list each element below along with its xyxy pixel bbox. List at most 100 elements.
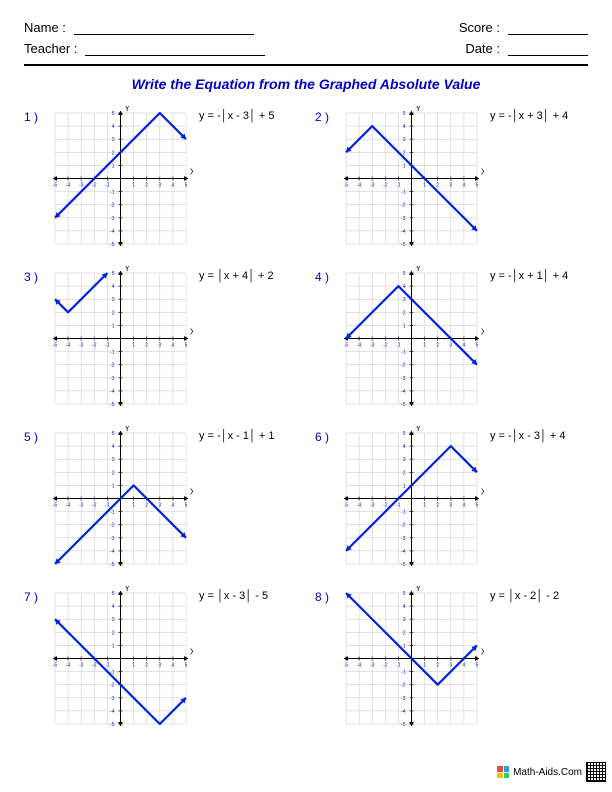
problems-grid: 1 ) -5-4-3-2-112345-5-4-3-2-112345XY y =…	[24, 106, 588, 736]
svg-text:-5: -5	[53, 663, 58, 669]
svg-text:-5: -5	[110, 402, 115, 408]
svg-text:2: 2	[403, 150, 406, 156]
svg-text:-4: -4	[110, 389, 115, 395]
svg-text:-2: -2	[401, 363, 406, 369]
svg-text:4: 4	[112, 124, 115, 130]
svg-text:X: X	[190, 488, 193, 497]
svg-text:-3: -3	[110, 696, 115, 702]
svg-text:3: 3	[449, 183, 452, 189]
svg-text:-3: -3	[79, 343, 84, 349]
svg-text:5: 5	[112, 111, 115, 117]
svg-text:Y: Y	[125, 266, 131, 273]
svg-text:5: 5	[403, 431, 406, 437]
svg-text:5: 5	[403, 111, 406, 117]
svg-text:1: 1	[132, 503, 135, 509]
problem-number: 1 )	[24, 106, 46, 124]
svg-text:-3: -3	[370, 183, 375, 189]
svg-text:-4: -4	[357, 343, 362, 349]
name-label: Name :	[24, 20, 66, 35]
score-line[interactable]	[508, 21, 588, 35]
problem-3: 3 ) -5-4-3-2-112345-5-4-3-2-112345XY y =…	[24, 266, 297, 416]
svg-text:-3: -3	[370, 503, 375, 509]
svg-text:-1: -1	[110, 510, 115, 516]
equation: y = -│x + 3│ + 4	[486, 106, 568, 122]
svg-text:4: 4	[463, 343, 466, 349]
svg-text:-4: -4	[401, 549, 406, 555]
problem-5: 5 ) -5-4-3-2-112345-5-4-3-2-112345XY y =…	[24, 426, 297, 576]
problem-8: 8 ) -5-4-3-2-112345-5-4-3-2-112345XY y =…	[315, 586, 588, 736]
svg-text:4: 4	[112, 604, 115, 610]
svg-text:Y: Y	[416, 586, 422, 593]
svg-text:-5: -5	[401, 242, 406, 248]
svg-text:4: 4	[172, 183, 175, 189]
svg-text:-4: -4	[110, 549, 115, 555]
svg-text:-3: -3	[110, 216, 115, 222]
svg-text:X: X	[481, 328, 484, 337]
svg-text:Y: Y	[125, 586, 131, 593]
svg-text:-3: -3	[401, 376, 406, 382]
svg-text:-1: -1	[401, 510, 406, 516]
svg-text:-1: -1	[105, 663, 110, 669]
problem-2: 2 ) -5-4-3-2-112345-5-4-3-2-112345XY y =…	[315, 106, 588, 256]
svg-text:5: 5	[476, 663, 479, 669]
svg-text:-3: -3	[370, 663, 375, 669]
svg-text:2: 2	[403, 630, 406, 636]
name-field: Name :	[24, 20, 254, 35]
svg-text:-1: -1	[105, 503, 110, 509]
svg-text:-4: -4	[110, 229, 115, 235]
svg-text:-5: -5	[110, 722, 115, 728]
svg-text:2: 2	[403, 470, 406, 476]
score-label: Score :	[459, 20, 500, 35]
date-line[interactable]	[508, 42, 588, 56]
svg-text:3: 3	[403, 617, 406, 623]
svg-text:-1: -1	[110, 190, 115, 196]
svg-text:1: 1	[423, 503, 426, 509]
svg-text:-2: -2	[110, 203, 115, 209]
problem-number: 4 )	[315, 266, 337, 284]
svg-text:5: 5	[185, 663, 188, 669]
svg-text:-2: -2	[383, 503, 388, 509]
svg-text:-2: -2	[401, 203, 406, 209]
svg-text:1: 1	[423, 663, 426, 669]
score-field: Score :	[459, 20, 588, 35]
svg-text:2: 2	[112, 630, 115, 636]
svg-text:5: 5	[476, 503, 479, 509]
teacher-line[interactable]	[85, 42, 265, 56]
svg-text:5: 5	[112, 431, 115, 437]
svg-text:4: 4	[112, 444, 115, 450]
svg-text:-1: -1	[401, 190, 406, 196]
svg-text:3: 3	[112, 297, 115, 303]
svg-text:-5: -5	[401, 722, 406, 728]
problem-number: 7 )	[24, 586, 46, 604]
svg-text:Y: Y	[416, 106, 422, 113]
date-label: Date :	[465, 41, 500, 56]
svg-text:X: X	[481, 648, 484, 657]
svg-text:3: 3	[449, 503, 452, 509]
svg-text:-4: -4	[66, 343, 71, 349]
svg-text:3: 3	[158, 503, 161, 509]
svg-text:-5: -5	[401, 562, 406, 568]
name-line[interactable]	[74, 21, 254, 35]
svg-text:3: 3	[403, 457, 406, 463]
equation: y = │x - 2│ - 2	[486, 586, 559, 602]
svg-text:4: 4	[403, 604, 406, 610]
svg-text:5: 5	[185, 183, 188, 189]
svg-text:-1: -1	[396, 503, 401, 509]
svg-text:-5: -5	[110, 562, 115, 568]
svg-text:5: 5	[403, 591, 406, 597]
svg-text:-4: -4	[401, 229, 406, 235]
svg-text:3: 3	[449, 343, 452, 349]
svg-text:2: 2	[145, 663, 148, 669]
graph: -5-4-3-2-112345-5-4-3-2-112345XY	[339, 426, 484, 576]
svg-text:X: X	[190, 168, 193, 177]
svg-text:2: 2	[403, 310, 406, 316]
svg-text:-5: -5	[53, 183, 58, 189]
svg-text:5: 5	[185, 343, 188, 349]
svg-text:2: 2	[112, 150, 115, 156]
svg-text:1: 1	[403, 323, 406, 329]
svg-text:4: 4	[403, 284, 406, 290]
svg-text:-3: -3	[370, 343, 375, 349]
equation: y = -│x + 1│ + 4	[486, 266, 568, 282]
svg-text:-1: -1	[401, 670, 406, 676]
problem-1: 1 ) -5-4-3-2-112345-5-4-3-2-112345XY y =…	[24, 106, 297, 256]
